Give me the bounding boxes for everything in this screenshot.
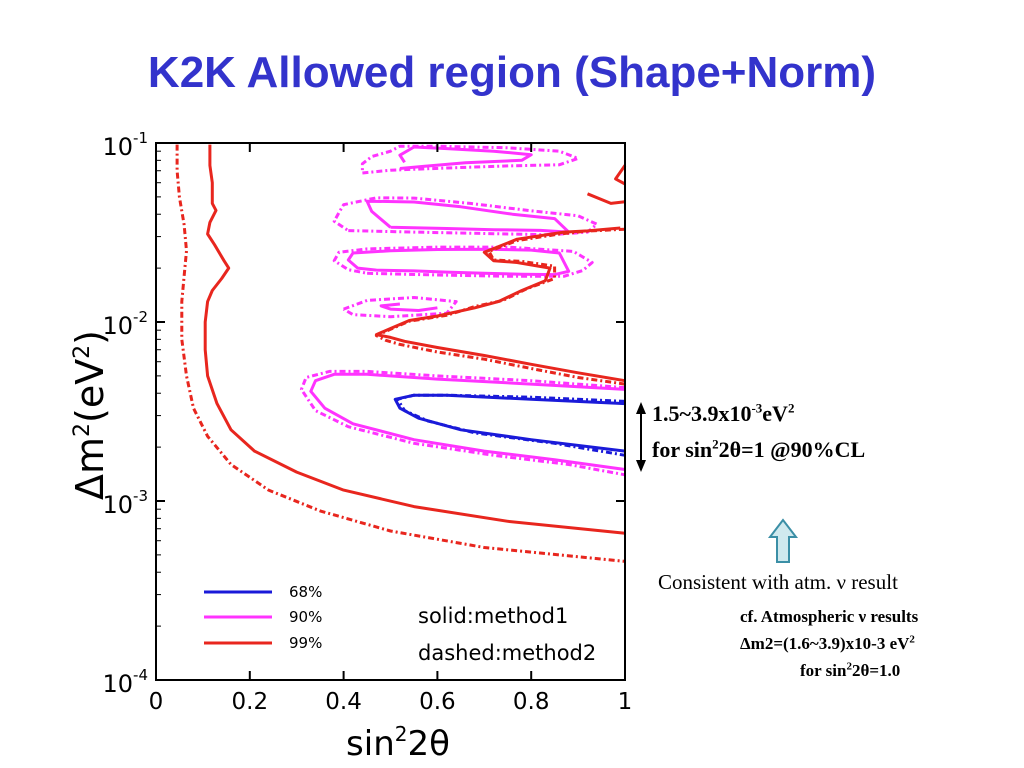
contour-90-dashed-5 <box>342 296 458 319</box>
consistent-text: Consistent with atm. ν result <box>658 570 898 594</box>
plot-frame <box>155 142 626 681</box>
contour-90-solid-6 <box>346 247 571 277</box>
x-tick-label-2: 0.4 <box>325 689 362 715</box>
y-tick-label-0: 10-1 <box>102 129 148 161</box>
contour-90-dashed-11 <box>360 144 580 175</box>
contour-90-solid-8 <box>365 199 571 234</box>
slide-title: K2K Allowed region (Shape+Norm) <box>147 48 877 97</box>
legend-label-99: 99% <box>289 634 322 652</box>
x-tick-label-4: 0.8 <box>513 689 550 715</box>
y-tick-label-1: 10-2 <box>102 308 148 340</box>
x-tick-label-1: 0.2 <box>232 689 269 715</box>
axis-ticks: 0 0.2 0.4 0.6 0.8 1 10-1 10-2 10-3 10-4 <box>102 129 632 715</box>
up-arrow-outline-icon <box>767 518 799 563</box>
x-tick-label-3: 0.6 <box>419 689 456 715</box>
contour-99-solid-16 <box>586 192 626 205</box>
x-tick-label-0: 0 <box>149 689 164 715</box>
x-axis-label: sin22θ <box>346 722 450 764</box>
result-text: 1.5~3.9x10-3eV2 for sin22θ=1 @90%CL <box>652 396 865 468</box>
contour-90-dashed-7 <box>332 245 594 278</box>
contour-99-solid-17 <box>614 164 627 186</box>
cf-line2: Δm2=(1.6~3.9)x10-3 eV2 <box>740 633 915 653</box>
x-tick-label-5: 1 <box>618 689 633 715</box>
contour-99-dashed-15 <box>374 227 626 386</box>
legend: 68% 90% 99% <box>204 583 322 652</box>
result-line1: 1.5~3.9x10-3eV2 <box>652 400 795 426</box>
contour-99-dashed-13 <box>175 144 626 563</box>
contour-90-solid-10 <box>398 145 533 170</box>
annotation-method2: dashed:method2 <box>418 641 596 665</box>
contour-lines <box>175 144 627 563</box>
legend-label-90: 90% <box>289 608 322 626</box>
y-axis-label: Δm2(eV2) <box>68 330 112 500</box>
double-headed-arrow-icon <box>636 402 646 472</box>
contour-90-solid-2 <box>309 372 626 471</box>
cf-line1: cf. Atmospheric ν results <box>740 607 919 626</box>
cf-line3: for sin22θ=1.0 <box>800 660 901 680</box>
contour-90-dashed-9 <box>332 196 599 237</box>
y-tick-label-2: 10-3 <box>102 487 148 519</box>
result-line2: for sin22θ=1 @90%CL <box>652 436 866 462</box>
contour-68-dashed-1 <box>396 393 626 457</box>
contour-90-solid-4 <box>379 302 438 312</box>
contour-90-dashed-3 <box>299 369 626 477</box>
legend-label-68: 68% <box>289 583 322 601</box>
cf-atmospheric-block: cf. Atmospheric ν results Δm2=(1.6~3.9)x… <box>740 603 918 684</box>
y-tick-label-3: 10-4 <box>102 666 148 698</box>
contour-99-solid-12 <box>203 144 626 535</box>
annotation-method1: solid:method1 <box>418 604 568 628</box>
